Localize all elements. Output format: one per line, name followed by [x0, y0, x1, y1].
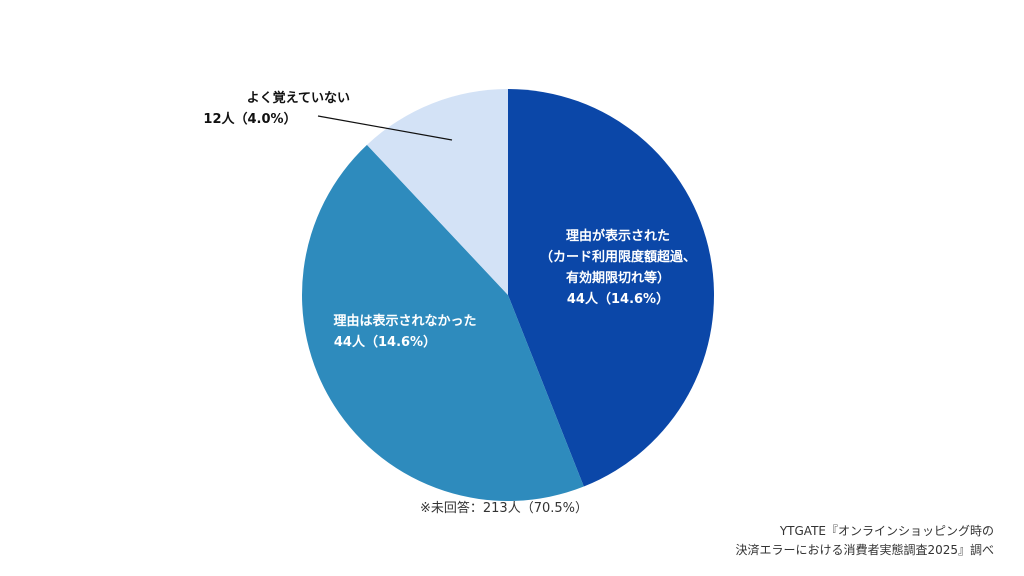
slice-label: よく覚えていない	[246, 91, 350, 106]
pie-slice	[301, 144, 584, 502]
value-label: 44人（14.6%）	[566, 292, 670, 307]
value-label: 12人（4.0%）	[203, 112, 297, 127]
pie-slice	[366, 89, 508, 295]
leader-line	[317, 115, 453, 141]
value-label: 44人（14.6%）	[333, 335, 437, 350]
slice-label: 理由は表示されなかった	[333, 314, 477, 329]
slice-label: 理由が表示された （カード利用限度額超過、 有効期限切れ等）	[539, 229, 696, 286]
pie-slice	[508, 89, 715, 487]
note: ※未回答：213人（70.5%）	[420, 501, 589, 516]
source: YTGATE『オンラインショッピング時の 決済エラーにおける消費者実態調査202…	[735, 524, 994, 557]
